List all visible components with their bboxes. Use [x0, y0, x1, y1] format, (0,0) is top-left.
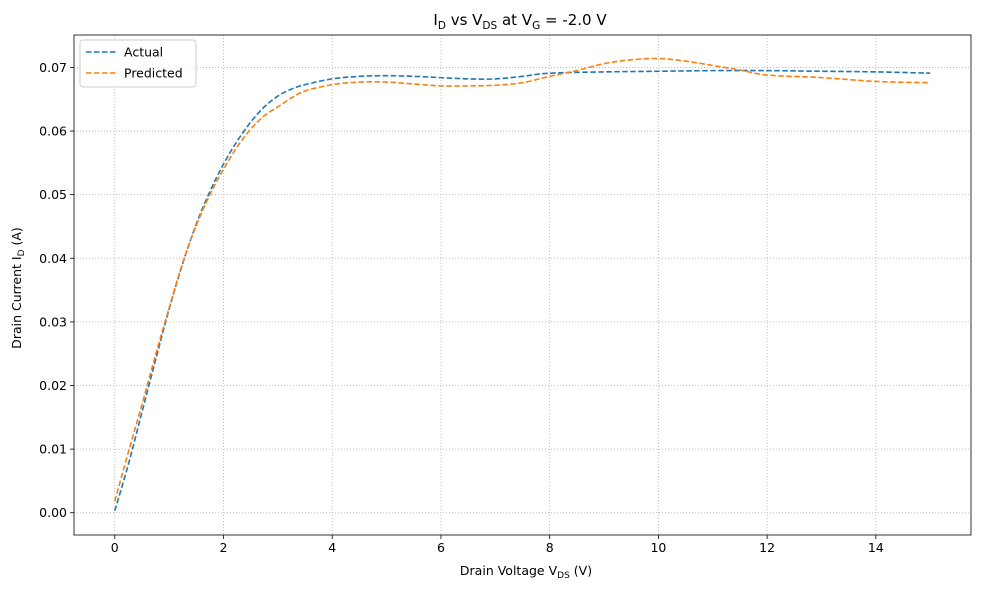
series-lines — [113, 57, 931, 512]
plot-frame — [73, 34, 972, 536]
y-tick-label: 0.03 — [39, 314, 67, 329]
x-tick-label: 0 — [111, 540, 119, 555]
y-tick-label: 0.06 — [39, 124, 67, 139]
y-tick-label: 0.02 — [39, 378, 67, 393]
y-axis-label: Drain Current ID (A) — [9, 227, 27, 349]
chart-title: ID vs VDS at VG = -2.0 V — [433, 11, 607, 32]
tick-labels: 0 2 4 6 8 10 12 14 0.00 0.01 0.02 0.03 0.04 0.05 0.06 0… — [39, 60, 884, 555]
y-tick-label: 0.01 — [39, 442, 67, 457]
x-tick-label: 14 — [868, 540, 884, 555]
legend-label-actual: Actual — [124, 45, 163, 60]
x-tick-label: 10 — [650, 540, 666, 555]
y-tick-label: 0.04 — [39, 251, 67, 266]
x-tick-label: 6 — [437, 540, 445, 555]
x-tick-label: 8 — [546, 540, 554, 555]
legend: Actual Predicted — [79, 39, 197, 88]
axes — [70, 34, 972, 539]
x-tick-label: 12 — [759, 540, 775, 555]
y-tick-label: 0.07 — [39, 60, 67, 75]
x-tick-label: 2 — [220, 540, 228, 555]
legend-label-predicted: Predicted — [124, 66, 183, 81]
y-tick-label: 0.05 — [39, 187, 67, 202]
grid — [74, 35, 971, 535]
x-axis-label: Drain Voltage VDS (V) — [460, 563, 592, 581]
x-tick-label: 4 — [328, 540, 336, 555]
y-tick-label: 0.00 — [39, 505, 67, 520]
legend-box — [79, 39, 197, 88]
series-line-predicted — [113, 57, 931, 502]
series-line-actual — [114, 69, 931, 512]
